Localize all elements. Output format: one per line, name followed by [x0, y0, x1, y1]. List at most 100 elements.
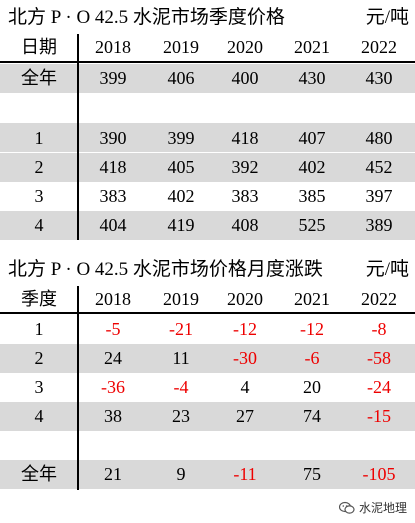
watermark-text: 水泥地理: [358, 501, 407, 515]
table2-year-header: 2019: [163, 289, 199, 309]
cell: -21: [169, 319, 193, 339]
table1-row: 1 390 399 418 407 480: [0, 124, 415, 153]
table1-row: [0, 94, 415, 123]
cell: 24: [104, 348, 122, 368]
table2-title-row: 北方 P · O 42.5 水泥市场价格月度涨跌 元/吨: [0, 256, 415, 284]
table2-row: 3 -36 -4 4 20 -24: [0, 373, 415, 402]
cell: 38: [104, 406, 122, 426]
table1-year-header: 2022: [361, 37, 397, 57]
table1-title-row: 北方 P · O 42.5 水泥市场季度价格 元/吨: [0, 4, 415, 32]
cell: 400: [231, 68, 259, 88]
cell: 407: [298, 128, 326, 148]
row-label: 2: [34, 157, 44, 177]
table1-title: 北方 P · O 42.5 水泥市场季度价格: [8, 7, 285, 28]
row-label: 全年: [21, 464, 57, 484]
cell: -12: [300, 319, 324, 339]
table1-row: 4 404 419 408 525 389: [0, 211, 415, 240]
cell: 402: [167, 186, 195, 206]
row-label: 4: [34, 406, 44, 426]
table1-header: 日期 2018 2019 2020 2021 2022: [0, 34, 415, 60]
cell: 404: [99, 215, 127, 235]
cell: 74: [303, 406, 321, 426]
table1-year-header: 2018: [95, 37, 131, 57]
table2-row: 4 38 23 27 74 -15: [0, 402, 415, 431]
table2-row: 2 24 11 -30 -6 -58: [0, 344, 415, 373]
cell: 405: [167, 157, 195, 177]
table1-divider: [77, 34, 79, 240]
cell: -15: [367, 406, 391, 426]
cell: -30: [233, 348, 257, 368]
cell: -12: [233, 319, 257, 339]
cell: 389: [365, 215, 393, 235]
cell: 399: [167, 128, 195, 148]
cell: -5: [105, 319, 121, 339]
cell: 418: [99, 157, 127, 177]
cell: 9: [176, 464, 186, 484]
wechat-icon: [338, 501, 355, 515]
table2-corner-label: 季度: [21, 289, 57, 309]
cell: -24: [367, 377, 391, 397]
cell: -4: [173, 377, 189, 397]
cell: 452: [365, 157, 393, 177]
cell: 383: [231, 186, 259, 206]
table2-year-header: 2021: [294, 289, 330, 309]
table2-header-rule: [0, 312, 415, 314]
table1-unit: 元/吨: [365, 7, 409, 28]
table2-year-header: 2018: [95, 289, 131, 309]
cell: 392: [231, 157, 259, 177]
cell: 21: [104, 464, 122, 484]
table2-row: 1 -5 -21 -12 -12 -8: [0, 315, 415, 344]
table2-year-header: 2022: [361, 289, 397, 309]
cell: 23: [172, 406, 190, 426]
cell: 418: [231, 128, 259, 148]
table2-title: 北方 P · O 42.5 水泥市场价格月度涨跌: [8, 259, 323, 280]
row-label: 1: [34, 319, 44, 339]
row-label: 1: [34, 128, 44, 148]
table2-row: [0, 431, 415, 460]
cell: -58: [367, 348, 391, 368]
cell: 406: [167, 68, 195, 88]
watermark: 水泥地理: [338, 499, 407, 517]
cell: 20: [303, 377, 321, 397]
cell: -105: [362, 464, 396, 484]
table2-row: 全年 21 9 -11 75 -105: [0, 460, 415, 489]
cell: 402: [298, 157, 326, 177]
table1-row: 3 383 402 383 385 397: [0, 182, 415, 211]
cell: 11: [172, 348, 190, 368]
cell: 480: [365, 128, 393, 148]
row-label: 全年: [21, 68, 57, 88]
cell: 525: [298, 215, 326, 235]
table1-row: 全年 399 406 400 430 430: [0, 64, 415, 93]
cell: 75: [303, 464, 321, 484]
table1-year-header: 2020: [227, 37, 263, 57]
cell: 397: [365, 186, 393, 206]
cell: 27: [236, 406, 254, 426]
cell: 385: [298, 186, 326, 206]
cell: -6: [304, 348, 320, 368]
cell: -36: [101, 377, 125, 397]
row-label: 4: [34, 215, 44, 235]
row-label: 2: [34, 348, 44, 368]
table2-divider: [77, 286, 79, 490]
cell: 399: [99, 68, 127, 88]
cell: 419: [167, 215, 195, 235]
cell: 4: [240, 377, 250, 397]
table1-row: 2 418 405 392 402 452: [0, 153, 415, 182]
table2-header: 季度 2018 2019 2020 2021 2022: [0, 286, 415, 312]
table1-row: [0, 123, 415, 152]
table2-unit: 元/吨: [365, 259, 409, 280]
cell: 408: [231, 215, 259, 235]
row-label: 3: [34, 377, 44, 397]
cell: 430: [365, 68, 393, 88]
table1-year-header: 2021: [294, 37, 330, 57]
cell: 383: [99, 186, 127, 206]
table1-corner-label: 日期: [21, 37, 57, 57]
table1-header-rule: [0, 61, 415, 63]
table2-year-header: 2020: [227, 289, 263, 309]
row-label: 3: [34, 186, 44, 206]
cell: 430: [298, 68, 326, 88]
cell: -8: [371, 319, 387, 339]
cell: -11: [233, 464, 257, 484]
cell: 390: [99, 128, 127, 148]
table1-year-header: 2019: [163, 37, 199, 57]
